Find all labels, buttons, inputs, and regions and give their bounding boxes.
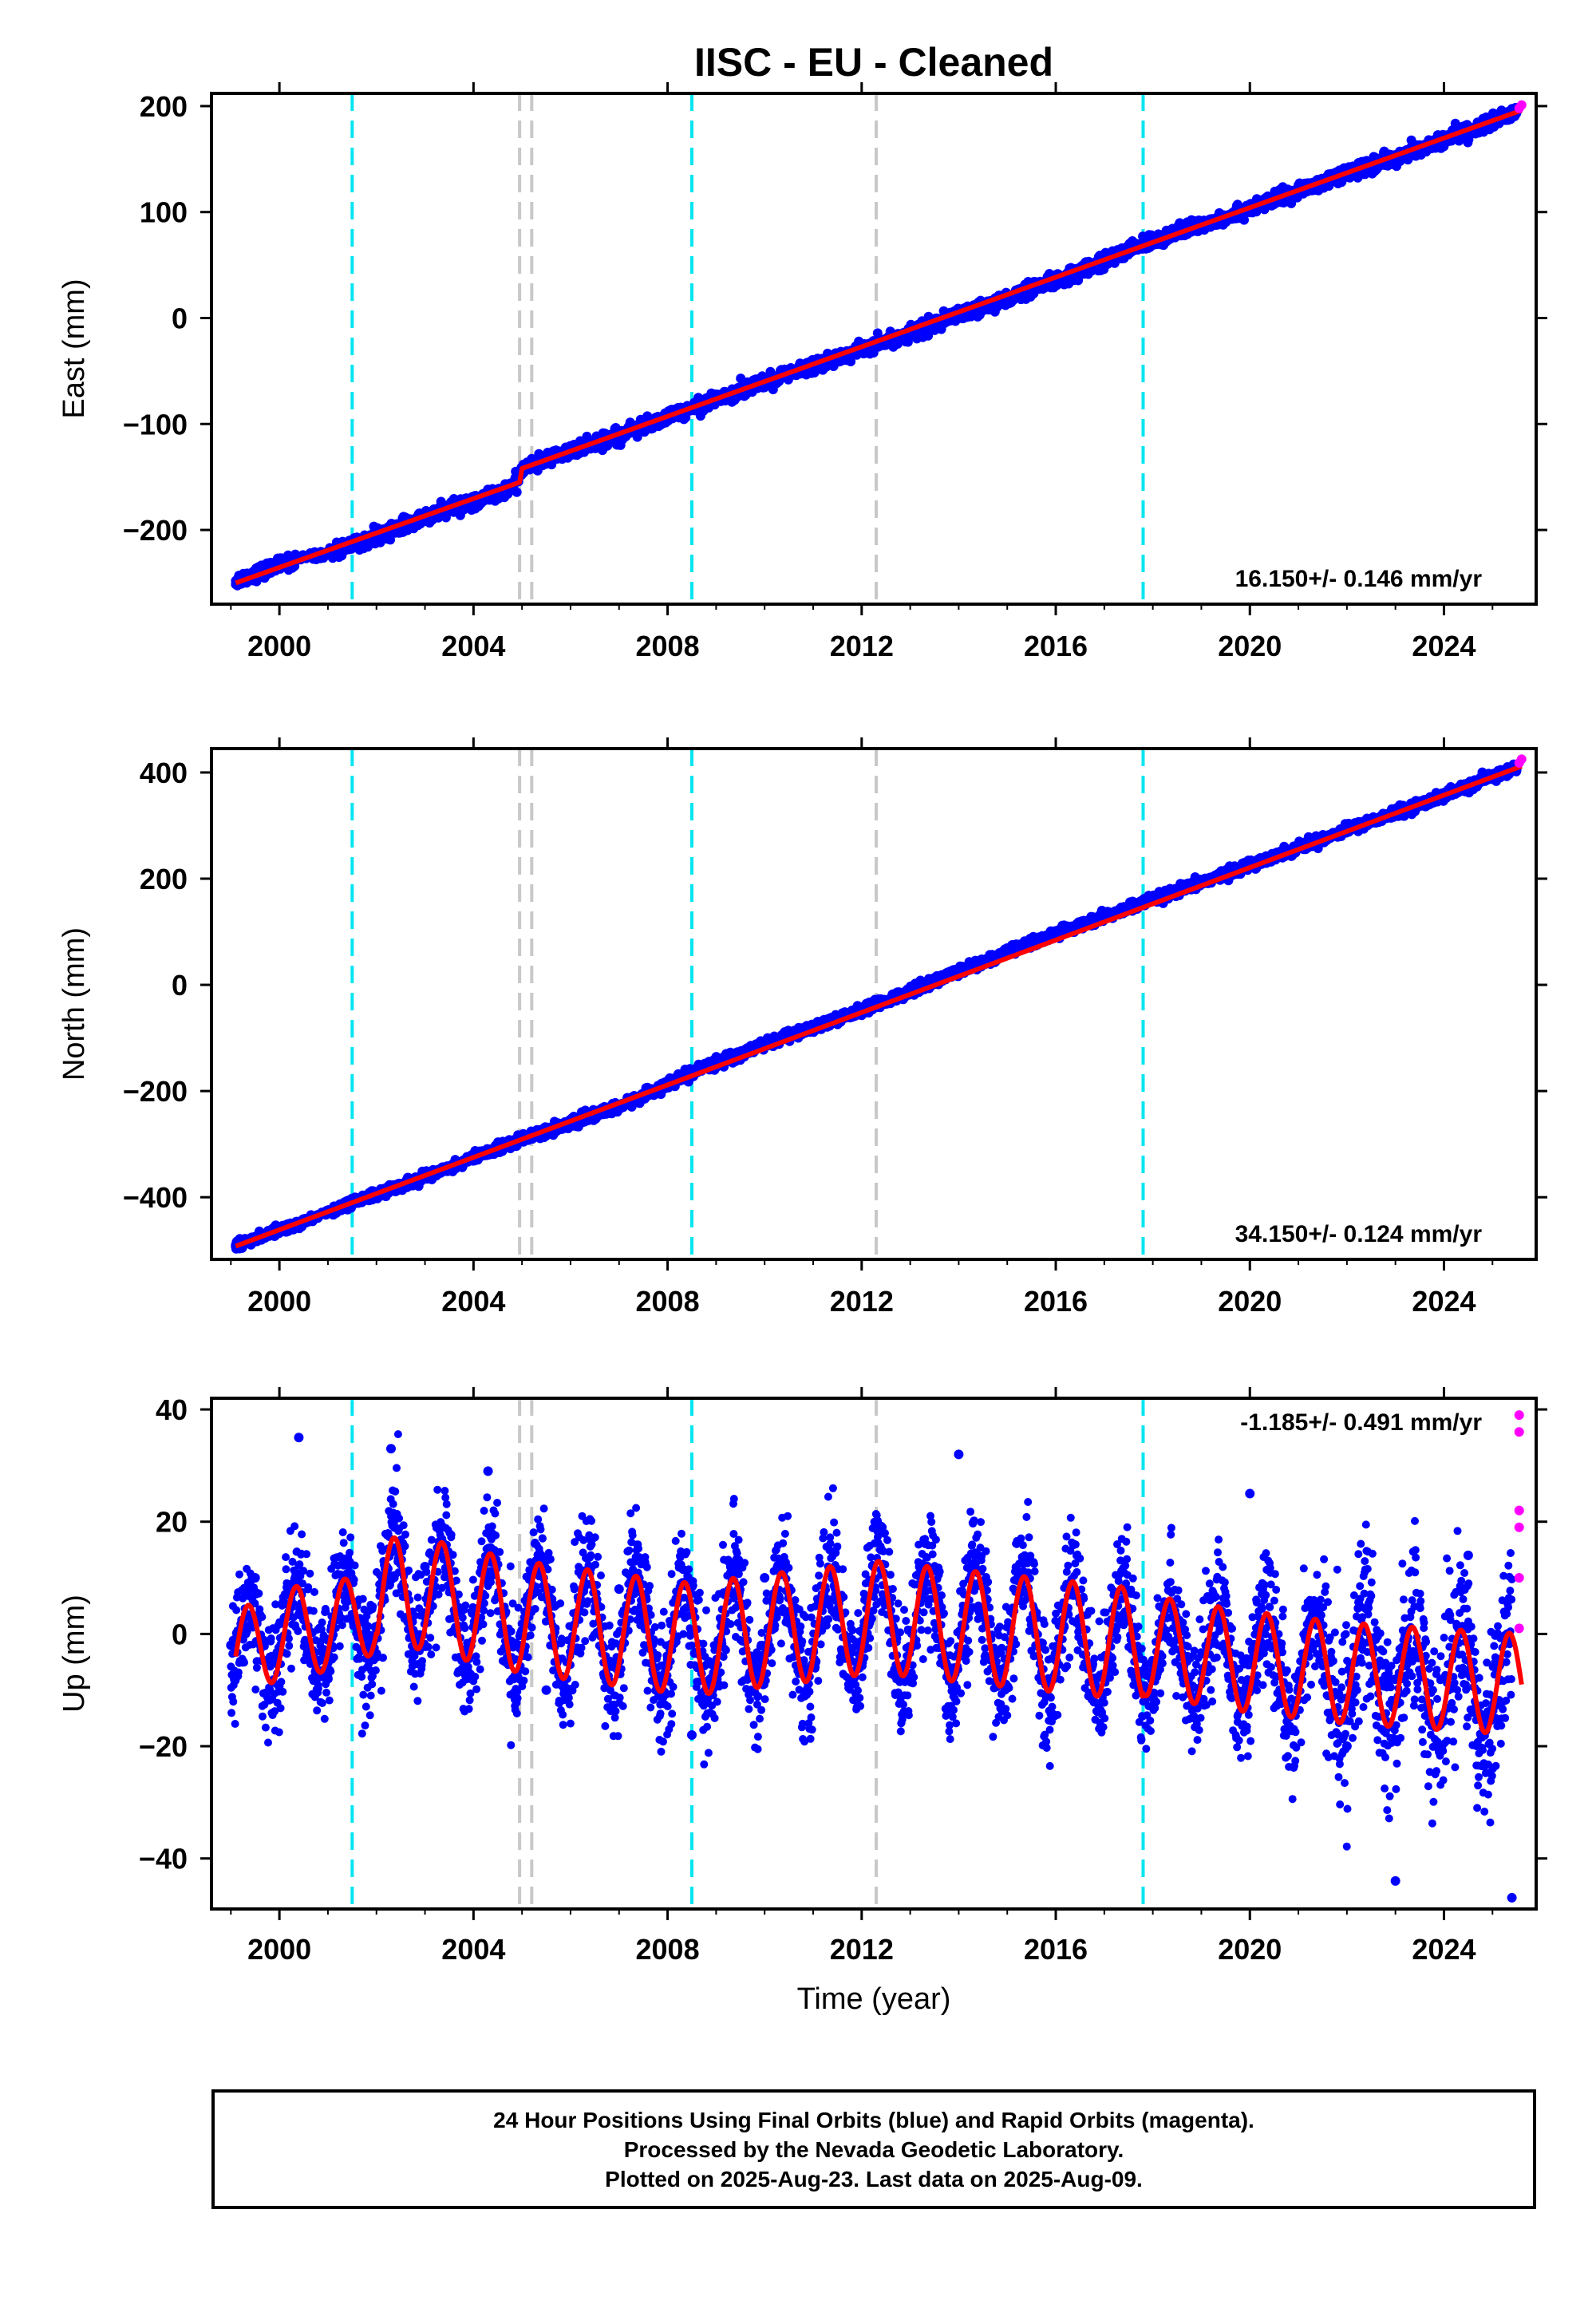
chart-title: IISC - EU - Cleaned	[694, 40, 1053, 85]
panel-north: 2000 2004 2008 2012 2016 2020 2024−400−2000200…	[57, 737, 1547, 1318]
x-tick-label: 2004	[441, 630, 505, 662]
panel-frame	[210, 92, 1538, 606]
model-fit-line	[235, 108, 1523, 586]
x-tick-label: 2020	[1218, 630, 1282, 662]
y-tick-label: 0	[172, 302, 188, 334]
plot-area-north	[231, 749, 1527, 1259]
velocity-label: 16.150+/- 0.146 mm/yr	[1235, 566, 1483, 592]
x-tick-label: 2016	[1024, 630, 1088, 662]
x-tick-label: 2012	[830, 630, 894, 662]
y-tick-label: −100	[123, 408, 188, 441]
y-tick-label: 200	[140, 90, 188, 123]
x-tick-label: 2008	[636, 630, 700, 662]
y-tick-label: 100	[140, 196, 188, 229]
rapid-orbit-point	[1516, 100, 1527, 110]
x-tick-label: 2024	[1412, 630, 1476, 662]
final-orbit-point	[903, 337, 913, 347]
plot-area-east	[231, 93, 1527, 604]
final-orbit-point	[1239, 215, 1249, 225]
final-orbit-point	[385, 535, 396, 545]
y-tick-label: −200	[123, 514, 188, 547]
final-orbit-point	[1464, 134, 1474, 144]
panel-east: 2000 2004 2008 2012 2016 2020 2024 −200 −100 0 100…	[57, 82, 1547, 662]
x-tick-label: 2000	[247, 630, 311, 662]
y-axis-label: East (mm)	[57, 279, 91, 418]
